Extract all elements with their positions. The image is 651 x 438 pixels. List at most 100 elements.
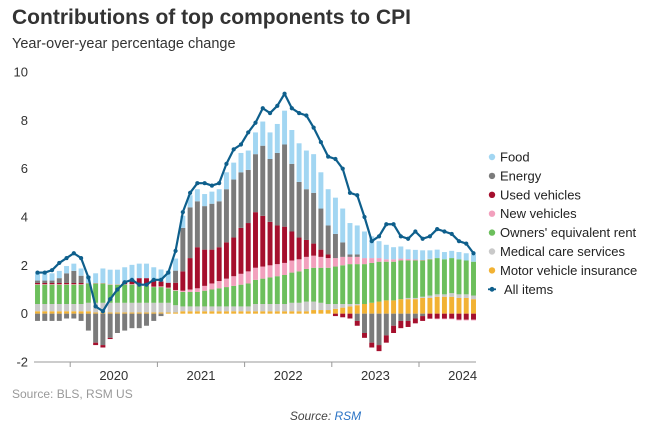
bar-food bbox=[318, 172, 324, 209]
bar-energy bbox=[311, 192, 317, 244]
bar-new-vehicles bbox=[253, 267, 258, 280]
all-items-point bbox=[413, 229, 418, 234]
bar-motor-vehicle-insurance bbox=[173, 312, 179, 314]
legend-label-food: Food bbox=[500, 150, 530, 165]
bar-owners-equivalent-rent bbox=[216, 288, 222, 307]
all-items-point bbox=[64, 255, 69, 261]
bar-medical-care-services bbox=[35, 304, 40, 312]
bar-new-vehicles bbox=[180, 290, 186, 292]
bar-food bbox=[449, 250, 455, 259]
all-items-point bbox=[304, 113, 309, 118]
bar-used-vehicles bbox=[303, 239, 309, 257]
rsm-link[interactable]: RSM bbox=[334, 409, 362, 423]
bar-used-vehicles bbox=[202, 249, 208, 286]
bar-food bbox=[231, 162, 237, 180]
bar-used-vehicles bbox=[42, 282, 48, 285]
all-items-point bbox=[79, 255, 84, 261]
bar-motor-vehicle-insurance bbox=[311, 310, 317, 314]
bar-food bbox=[49, 273, 55, 281]
legend-marker-medical-care-services bbox=[488, 248, 496, 255]
bar-new-vehicles bbox=[340, 256, 346, 266]
bar-new-vehicles bbox=[289, 260, 295, 273]
bar-medical-care-services bbox=[85, 302, 91, 312]
bar-motor-vehicle-insurance bbox=[238, 311, 244, 314]
legend-label-owners-equivalent-rent: Owners' equivalent rent bbox=[500, 225, 637, 240]
bar-motor-vehicle-insurance bbox=[449, 296, 455, 314]
bar-owners-equivalent-rent bbox=[391, 261, 397, 301]
bar-medical-care-services bbox=[434, 294, 440, 297]
bar-owners-equivalent-rent bbox=[187, 291, 193, 307]
all-items-point bbox=[471, 251, 476, 256]
bar-energy bbox=[71, 270, 77, 283]
all-items-point bbox=[100, 309, 105, 314]
bar-food bbox=[209, 191, 215, 204]
bar-energy bbox=[180, 227, 186, 272]
bar-energy bbox=[274, 152, 280, 226]
bar-medical-care-services bbox=[42, 304, 48, 312]
legend-marker-all-items bbox=[489, 286, 495, 292]
bar-owners-equivalent-rent bbox=[274, 276, 280, 304]
bar-new-vehicles bbox=[238, 273, 244, 285]
bar-owners-equivalent-rent bbox=[303, 268, 309, 302]
bar-food bbox=[216, 189, 222, 202]
bar-energy bbox=[78, 275, 84, 283]
bar-medical-care-services bbox=[253, 304, 258, 312]
bar-owners-equivalent-rent bbox=[405, 260, 411, 298]
bar-energy bbox=[325, 225, 331, 255]
bar-used-vehicles bbox=[238, 227, 244, 274]
bar-used-vehicles bbox=[463, 313, 469, 320]
bar-owners-equivalent-rent bbox=[165, 288, 171, 303]
bar-energy bbox=[151, 313, 157, 321]
all-items-point bbox=[137, 282, 142, 287]
bar-motor-vehicle-insurance bbox=[42, 311, 48, 314]
bar-used-vehicles bbox=[434, 313, 440, 319]
bar-food bbox=[253, 132, 258, 155]
bar-motor-vehicle-insurance bbox=[340, 307, 346, 314]
bar-new-vehicles bbox=[311, 255, 317, 268]
bar-used-vehicles bbox=[376, 345, 382, 352]
bar-motor-vehicle-insurance bbox=[369, 302, 375, 314]
bar-used-vehicles bbox=[332, 313, 338, 317]
bar-used-vehicles bbox=[369, 342, 375, 348]
bar-owners-equivalent-rent bbox=[100, 283, 106, 303]
bar-new-vehicles bbox=[187, 289, 193, 292]
bar-used-vehicles bbox=[325, 254, 331, 259]
all-items-point bbox=[35, 270, 40, 275]
bar-medical-care-services bbox=[289, 302, 295, 312]
bar-food bbox=[405, 249, 411, 260]
bar-motor-vehicle-insurance bbox=[35, 311, 40, 314]
bar-motor-vehicle-insurance bbox=[405, 299, 411, 314]
bar-motor-vehicle-insurance bbox=[223, 311, 229, 314]
bar-new-vehicles bbox=[231, 276, 237, 286]
bar-food bbox=[56, 270, 62, 279]
all-items-point bbox=[195, 181, 200, 186]
bar-medical-care-services bbox=[114, 302, 120, 313]
bar-food bbox=[129, 264, 135, 280]
bar-owners-equivalent-rent bbox=[202, 290, 208, 307]
all-items-point bbox=[238, 142, 244, 147]
bar-energy bbox=[216, 201, 222, 248]
bar-medical-care-services bbox=[107, 302, 113, 313]
chart-subtitle: Year-over-year percentage change bbox=[12, 36, 236, 52]
y-tick-label: 2 bbox=[21, 258, 28, 273]
bar-medical-care-services bbox=[463, 294, 469, 298]
bar-used-vehicles bbox=[151, 279, 157, 287]
bar-energy bbox=[136, 313, 142, 329]
legend-marker-new-vehicles bbox=[488, 210, 496, 217]
all-items-point bbox=[129, 277, 135, 282]
bar-food bbox=[391, 247, 397, 260]
bar-owners-equivalent-rent bbox=[332, 266, 338, 304]
bar-owners-equivalent-rent bbox=[311, 267, 317, 302]
bar-used-vehicles bbox=[158, 281, 164, 287]
all-items-point bbox=[180, 210, 185, 215]
bar-used-vehicles bbox=[100, 345, 106, 348]
bar-energy bbox=[376, 313, 382, 346]
bar-medical-care-services bbox=[260, 304, 266, 312]
legend-marker-owners-equivalent-rent bbox=[488, 229, 496, 236]
bar-used-vehicles bbox=[311, 243, 317, 256]
bar-used-vehicles bbox=[231, 237, 237, 277]
bar-owners-equivalent-rent bbox=[158, 287, 164, 303]
bar-used-vehicles bbox=[405, 320, 411, 327]
bar-medical-care-services bbox=[318, 302, 324, 311]
